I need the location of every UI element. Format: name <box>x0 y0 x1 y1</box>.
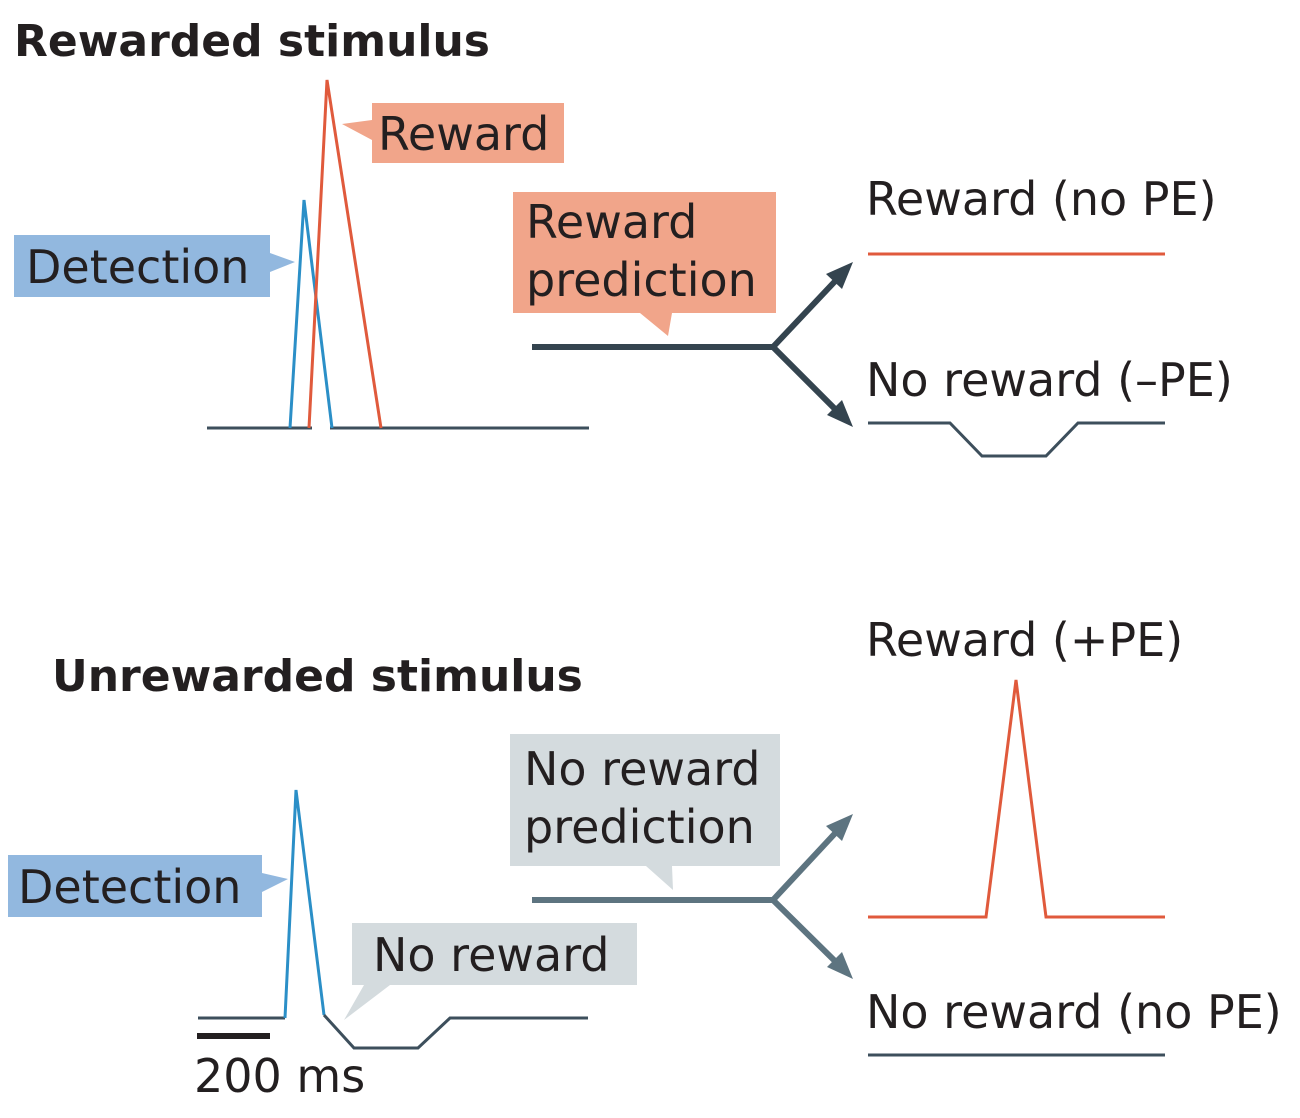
top-outcome-no-reward-label: No reward (–PE) <box>866 353 1233 407</box>
bottom-arrow-down-head <box>827 952 853 979</box>
top-arrow-up-head <box>826 262 853 289</box>
no-reward-prediction-callout-line2: prediction <box>524 800 755 854</box>
top-branch-arrows <box>532 262 853 427</box>
bottom-outcome-reward-label: Reward (+PE) <box>866 613 1183 667</box>
bottom-outcome-no-reward-label: No reward (no PE) <box>866 985 1282 1039</box>
top-reward-peak <box>307 79 383 429</box>
bottom-outcome-reward-trace <box>868 679 1165 919</box>
scale-bar-label: 200 ms <box>194 1049 365 1103</box>
top-response-trace <box>207 79 589 430</box>
reward-callout-label: Reward <box>378 107 549 161</box>
no-reward-prediction-callout: No reward prediction <box>510 734 780 890</box>
top-detection-callout: Detection <box>14 235 295 297</box>
bottom-response-trace <box>198 789 588 1050</box>
top-arrow-up <box>770 273 843 350</box>
bottom-branch-arrows <box>532 814 853 979</box>
top-detection-peak <box>288 199 334 429</box>
top-outcome-reward-label: Reward (no PE) <box>866 172 1217 226</box>
top-arrow-down-head <box>827 400 853 427</box>
reward-prediction-callout-line2: prediction <box>526 253 757 307</box>
bottom-arrow-down <box>770 897 843 969</box>
reward-callout-box <box>342 103 564 163</box>
rewarded-stimulus-title: Rewarded stimulus <box>14 16 490 67</box>
bottom-arrow-up-head <box>826 814 853 841</box>
bottom-arrow-up <box>770 825 843 903</box>
no-reward-prediction-callout-line1: No reward <box>524 742 761 796</box>
unrewarded-stimulus-title: Unrewarded stimulus <box>52 651 583 702</box>
top-outcome-no-reward-trace <box>868 421 1165 458</box>
bottom-detection-callout-label: Detection <box>18 860 241 914</box>
bottom-dip-trace <box>322 1013 588 1050</box>
no-reward-callout: No reward <box>344 923 637 1020</box>
bottom-detection-callout: Detection <box>8 855 288 917</box>
top-arrow-down <box>770 344 843 417</box>
reward-prediction-callout-line1: Reward <box>526 195 697 249</box>
reward-prediction-callout-box <box>513 192 776 336</box>
bottom-detection-callout-box <box>8 855 288 917</box>
reward-callout: Reward <box>342 103 564 163</box>
no-reward-callout-box <box>344 923 637 1020</box>
scale-bar: 200 ms <box>194 1033 365 1103</box>
no-reward-callout-label: No reward <box>373 928 610 982</box>
reward-prediction-callout: Reward prediction <box>513 192 776 336</box>
top-detection-callout-label: Detection <box>26 240 249 294</box>
no-reward-prediction-callout-box <box>510 734 780 890</box>
bottom-detection-peak <box>283 789 326 1019</box>
top-detection-callout-box <box>14 235 295 297</box>
